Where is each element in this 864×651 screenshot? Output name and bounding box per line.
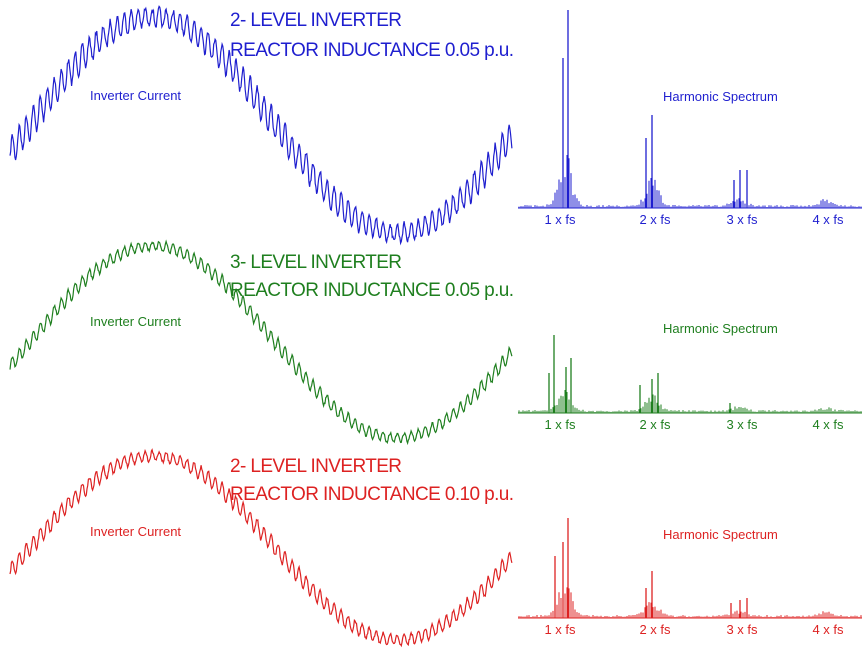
- spectrum-tick-label: 1 x fs: [544, 417, 576, 432]
- spectrum-tick-label: 1 x fs: [544, 622, 576, 637]
- spectrum-tick-label: 3 x fs: [726, 417, 758, 432]
- spectrum-tick-label: 4 x fs: [812, 212, 844, 227]
- spectrum-tick-label: 2 x fs: [639, 622, 671, 637]
- panel-title: 2- LEVEL INVERTER: [230, 456, 401, 477]
- spectrum-label: Harmonic Spectrum: [663, 89, 778, 104]
- panel-title: 2- LEVEL INVERTER: [230, 10, 401, 31]
- spectrum-label: Harmonic Spectrum: [663, 321, 778, 336]
- spectrum-tick-label: 3 x fs: [726, 212, 758, 227]
- spectrum-label: Harmonic Spectrum: [663, 527, 778, 542]
- waveform: [9, 448, 513, 648]
- spectrum-tick-label: 1 x fs: [544, 212, 576, 227]
- spectrum-tick-label: 2 x fs: [639, 212, 671, 227]
- panel-subtitle: REACTOR INDUCTANCE 0.05 p.u.: [230, 280, 513, 301]
- panel-subtitle: REACTOR INDUCTANCE 0.05 p.u.: [230, 40, 513, 61]
- waveform: [9, 5, 513, 246]
- spectrum-tick-label: 3 x fs: [726, 622, 758, 637]
- spectrum-tick-label: 2 x fs: [639, 417, 671, 432]
- spectrum-tick-label: 4 x fs: [812, 622, 844, 637]
- waveform-label: Inverter Current: [90, 88, 181, 103]
- panel: 3- LEVEL INVERTER REACTOR INDUCTANCE 0.05…: [9, 239, 862, 446]
- panel-title: 3- LEVEL INVERTER: [230, 252, 401, 273]
- panel-subtitle: REACTOR INDUCTANCE 0.10 p.u.: [230, 484, 513, 505]
- waveform-label: Inverter Current: [90, 524, 181, 539]
- waveform: [9, 239, 513, 446]
- panel: 2- LEVEL INVERTER REACTOR INDUCTANCE 0.10…: [9, 448, 862, 648]
- waveform-label: Inverter Current: [90, 314, 181, 329]
- panel: 2- LEVEL INVERTER REACTOR INDUCTANCE 0.05…: [9, 5, 862, 246]
- spectrum-tick-label: 4 x fs: [812, 417, 844, 432]
